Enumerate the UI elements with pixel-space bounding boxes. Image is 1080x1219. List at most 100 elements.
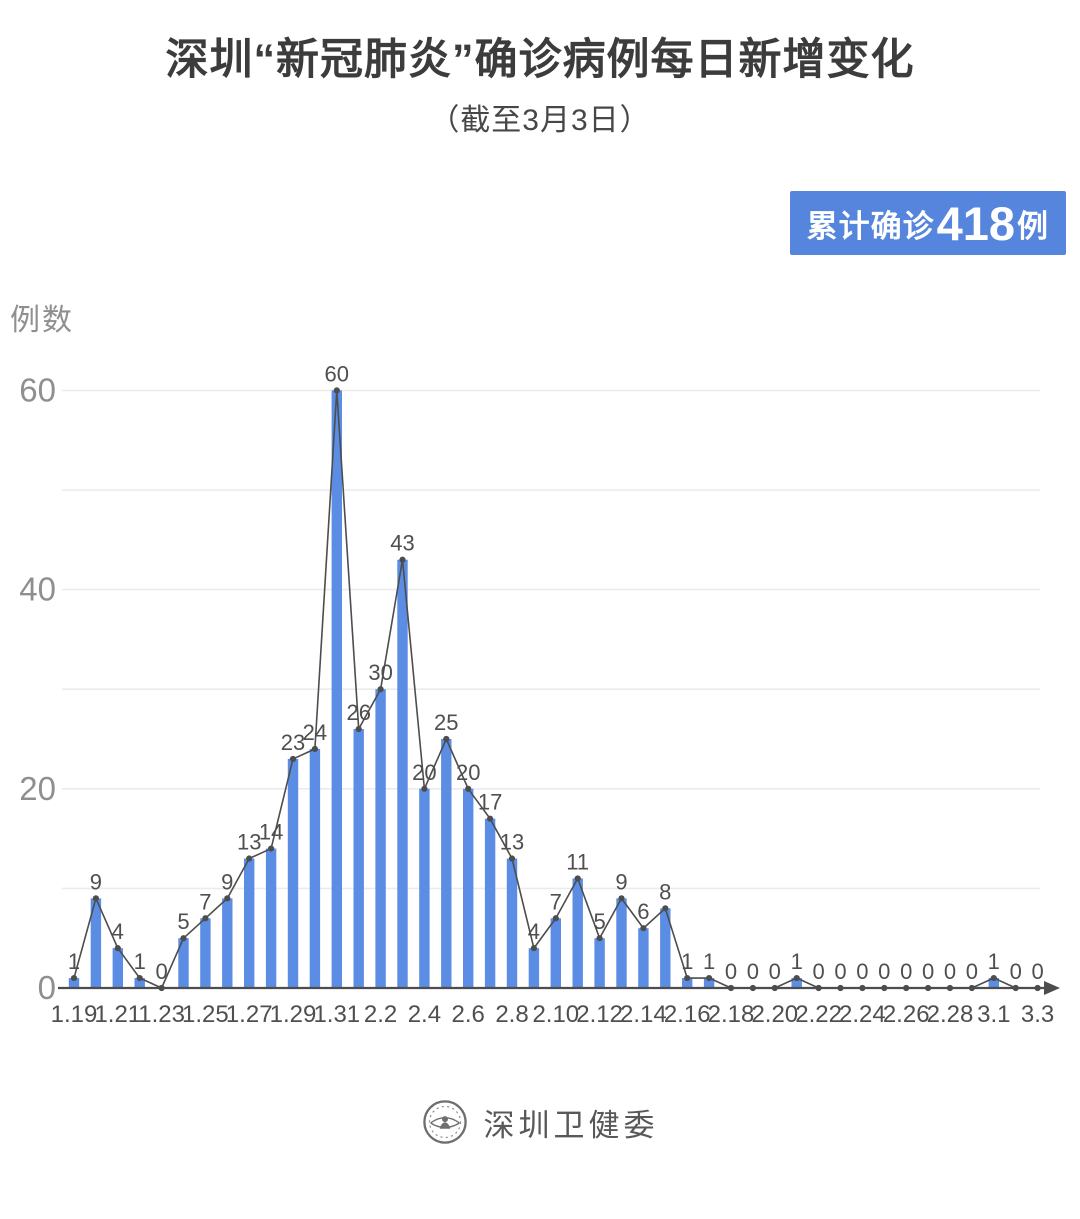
value-label: 1 [68, 949, 80, 974]
value-label: 0 [944, 959, 956, 984]
bar [988, 978, 999, 989]
value-label: 20 [456, 760, 480, 785]
source-name: 深圳卫健委 [483, 1107, 659, 1143]
value-label: 4 [528, 920, 540, 945]
bar [397, 560, 408, 989]
value-label: 11 [566, 850, 589, 875]
value-label: 0 [769, 959, 781, 984]
bar [222, 898, 233, 989]
value-label: 5 [177, 910, 189, 935]
x-tick-label: 2.8 [495, 1001, 528, 1028]
bar [68, 978, 80, 989]
bar [550, 918, 561, 989]
value-label: 17 [478, 790, 502, 815]
x-tick-label: 2.26 [883, 1001, 930, 1028]
data-point-marker [574, 875, 581, 882]
footer: 深圳卫健委 [0, 1099, 1080, 1145]
data-point-marker [333, 387, 340, 394]
data-point-marker [530, 945, 538, 952]
data-point-marker [246, 855, 253, 863]
bar [660, 908, 671, 989]
data-point-marker [136, 975, 143, 982]
data-point-marker [618, 895, 625, 902]
data-point-marker [465, 786, 472, 793]
data-point-marker [421, 786, 428, 793]
bar [528, 948, 540, 989]
value-label: 26 [346, 700, 370, 725]
x-tick-label: 1.29 [270, 1001, 317, 1028]
x-tick-label: 2.22 [795, 1001, 842, 1028]
x-tick-label: 2.12 [576, 1001, 623, 1028]
bar [572, 878, 583, 989]
data-point-marker [508, 855, 516, 863]
data-point-marker [70, 975, 78, 982]
x-tick-label: 3.3 [1021, 1001, 1054, 1028]
bar [287, 759, 299, 989]
value-label: 0 [856, 959, 868, 984]
value-label: 1 [681, 949, 693, 974]
value-label: 9 [90, 870, 102, 895]
x-tick-label: 1.19 [51, 1001, 98, 1028]
x-tick-label: 2.24 [839, 1001, 886, 1028]
bar [638, 928, 649, 989]
data-point-marker [268, 845, 275, 853]
shenzhen-health-commission-seal-icon [422, 1100, 467, 1145]
bar [265, 848, 277, 989]
value-label: 0 [155, 959, 167, 984]
x-tick-label: 3.1 [977, 1001, 1010, 1028]
x-tick-label: 2.10 [532, 1001, 579, 1028]
x-tick-label: 1.23 [138, 1001, 185, 1028]
data-point-marker [180, 935, 187, 942]
bar [703, 978, 715, 989]
value-label: 0 [834, 959, 846, 984]
value-label: 0 [725, 959, 737, 984]
badge-total-number: 418 [936, 196, 1015, 250]
value-label: 5 [593, 910, 605, 935]
value-label: 0 [966, 959, 978, 984]
bar [375, 689, 386, 989]
data-point-marker [311, 746, 318, 753]
y-tick-label: 40 [19, 571, 56, 608]
value-label: 6 [637, 900, 649, 925]
data-point-marker [596, 935, 603, 942]
x-tick-label: 1.31 [313, 1001, 360, 1028]
bar [682, 978, 693, 989]
value-label: 23 [281, 730, 305, 755]
value-label: 1 [703, 949, 715, 974]
x-tick-label: 2.14 [620, 1001, 667, 1028]
data-point-marker [793, 975, 800, 982]
data-point-marker [552, 915, 559, 922]
x-tick-label: 1.21 [94, 1001, 141, 1028]
value-label: 1 [134, 949, 146, 974]
badge-prefix-label: 累计确诊 [806, 208, 935, 244]
value-label: 43 [390, 531, 414, 556]
bar [791, 978, 802, 989]
bar [506, 858, 518, 989]
bar [441, 739, 452, 989]
data-point-marker [706, 975, 713, 982]
value-label: 24 [303, 720, 327, 745]
value-label: 13 [237, 830, 261, 855]
x-tick-label: 2.20 [751, 1001, 798, 1028]
value-label: 7 [199, 890, 211, 915]
badge-suffix-label: 例 [1017, 208, 1049, 244]
bar [309, 749, 321, 989]
x-tick-label: 2.16 [664, 1001, 711, 1028]
data-point-marker [443, 736, 450, 743]
data-point-marker [640, 925, 647, 932]
bar [331, 390, 342, 989]
value-label: 30 [368, 661, 392, 686]
value-label: 13 [500, 830, 524, 855]
infographic-page: 深圳“新冠肺炎”确诊病例每日新增变化 （截至3月3日） 累计确诊 418 例 例… [0, 36, 1080, 1219]
bar [594, 938, 605, 989]
bar [200, 918, 211, 989]
page-subtitle: （截至3月3日） [429, 104, 651, 138]
value-label: 60 [325, 362, 349, 387]
bar [112, 948, 123, 989]
x-tick-label: 2.4 [408, 1001, 441, 1028]
bar [463, 789, 474, 989]
bar [134, 978, 145, 989]
data-point-marker [224, 895, 231, 902]
data-point-marker [487, 816, 494, 823]
value-label: 0 [1031, 959, 1043, 984]
